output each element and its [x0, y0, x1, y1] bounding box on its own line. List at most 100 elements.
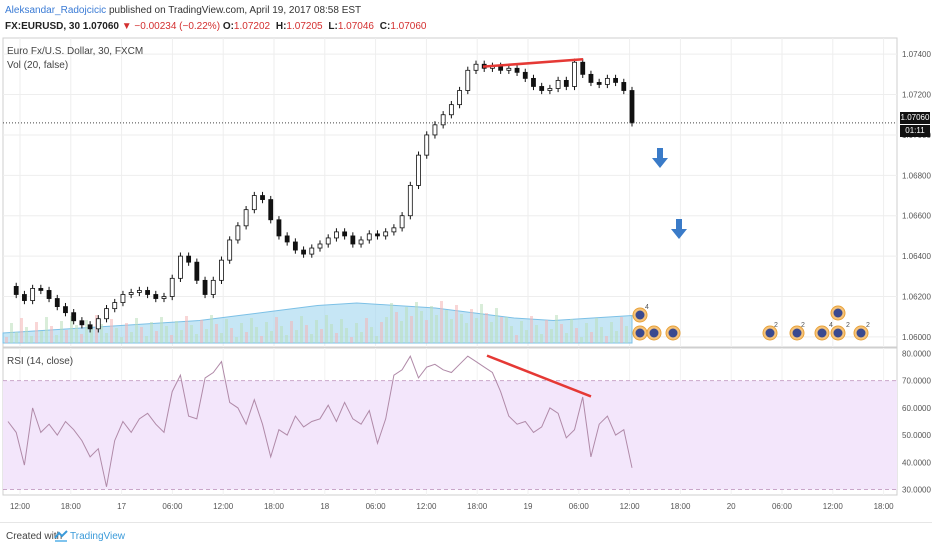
candle-body: [317, 243, 323, 249]
volume-bar: [235, 337, 238, 343]
volume-bar: [405, 307, 408, 343]
rsi-tick-label: 80.0000: [902, 349, 931, 358]
volume-bar: [540, 334, 543, 343]
candle-body: [13, 286, 19, 295]
volume-bar: [320, 329, 323, 343]
volume-bar: [170, 335, 173, 343]
volume-bar: [45, 317, 48, 343]
candle-body: [161, 296, 167, 299]
candle-body: [604, 77, 610, 85]
event-flag-icon-inner: [635, 328, 645, 338]
candle-body: [95, 318, 101, 330]
rsi-label: RSI (14, close): [7, 356, 74, 367]
volume-bar: [625, 326, 628, 343]
volume-bar: [490, 322, 493, 343]
volume-bar: [340, 319, 343, 343]
candle-body: [120, 294, 126, 303]
candle-body: [128, 292, 134, 295]
x-tick-label: 20: [727, 502, 736, 511]
volume-bar: [35, 322, 38, 343]
volume-bar: [565, 333, 568, 343]
x-tick-label: 12:00: [213, 502, 234, 511]
candle-body: [63, 306, 68, 314]
low-key: L:: [328, 21, 338, 32]
candle-body: [22, 294, 27, 301]
candle-body: [432, 124, 438, 136]
author-link[interactable]: Aleksandar_Radojcicic: [5, 5, 107, 16]
volume-bar: [300, 316, 303, 343]
volume-bar: [160, 317, 163, 343]
event-flag-icon-inner: [635, 310, 645, 320]
published-text: published on TradingView.com, April 19, …: [106, 5, 362, 16]
volume-bar: [360, 332, 363, 343]
tradingview-brand[interactable]: TradingView: [70, 531, 126, 542]
volume-bar: [545, 320, 548, 343]
candle-body: [580, 61, 586, 75]
volume-bar: [615, 331, 618, 343]
candle-body: [424, 134, 430, 156]
volume-bar: [510, 326, 513, 343]
volume-bar: [65, 330, 68, 343]
volume-bar: [275, 317, 278, 343]
volume-bar: [270, 331, 273, 343]
candle-body: [465, 69, 471, 91]
volume-bar: [590, 332, 593, 343]
candle-body: [169, 277, 175, 297]
volume-bar: [430, 306, 433, 343]
rsi-line: [7, 355, 633, 487]
x-tick-label: 18:00: [467, 502, 488, 511]
candle-body: [613, 77, 618, 83]
high-value: 1.07205: [286, 21, 323, 32]
x-tick-label: 06:00: [162, 502, 183, 511]
volume-bar: [5, 337, 8, 343]
volume-bar: [455, 305, 458, 343]
x-tick-label: 18:00: [61, 502, 82, 511]
x-tick-label: 18:00: [874, 502, 895, 511]
event-flag-icon-inner: [856, 328, 866, 338]
volume-bar: [595, 318, 598, 343]
volume-bar: [505, 317, 508, 343]
volume-bar: [445, 310, 448, 343]
candle-body: [194, 261, 200, 281]
volume-bar: [125, 323, 128, 343]
volume-bar: [210, 315, 213, 343]
volume-bar: [290, 321, 293, 343]
candle-body: [276, 219, 282, 237]
candle-body: [227, 239, 233, 261]
volume-bar: [350, 337, 353, 343]
candle-body: [309, 247, 315, 255]
volume-bar: [225, 319, 228, 343]
volume-bar: [150, 322, 153, 343]
volume-bar: [605, 336, 608, 343]
down-arrow-icon: [652, 148, 668, 168]
tradingview-logo-icon[interactable]: [54, 529, 68, 543]
volume-bar: [435, 315, 438, 343]
price-tick-label: 1.07400: [902, 50, 931, 59]
candle-body: [178, 255, 183, 279]
candle-body: [251, 195, 257, 211]
volume-bar: [145, 336, 148, 343]
volume-bar: [195, 334, 198, 343]
high-key: H:: [275, 21, 287, 32]
volume-bar: [390, 303, 393, 343]
event-count-label: 2: [846, 322, 850, 329]
candle-body: [448, 104, 454, 116]
volume-bar: [575, 328, 578, 343]
volume-bar: [255, 327, 258, 343]
price-change: ▼ −0.00234 (−0.22%): [121, 21, 221, 32]
candle-body: [210, 279, 216, 295]
volume-bar: [100, 324, 103, 343]
volume-bar: [410, 316, 413, 343]
volume-bar: [305, 325, 308, 343]
volume-bar: [370, 327, 373, 343]
candle-body: [46, 290, 52, 299]
last-price-tag: 1.07060: [900, 112, 930, 124]
x-tick-label: 18:00: [670, 502, 691, 511]
candle-body: [87, 324, 93, 330]
volume-bar: [395, 312, 398, 343]
volume-bar: [295, 330, 298, 343]
volume-bar: [60, 321, 63, 343]
candle-body: [325, 237, 331, 245]
event-count-label: 4: [645, 304, 649, 311]
